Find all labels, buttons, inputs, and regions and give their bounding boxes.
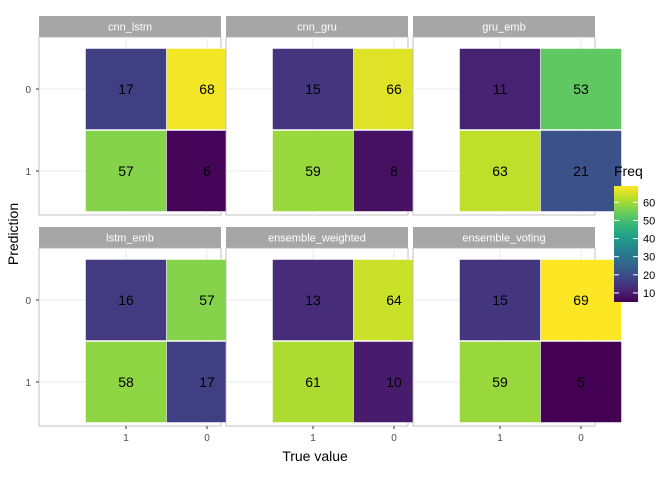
x-tick-label: 0 [204,433,210,444]
heatmap-tile [540,259,622,341]
legend-tick-label: 60 [643,197,655,209]
cell-value-label: 59 [492,374,508,390]
facet-strip [413,16,595,37]
facet-strip-label: cnn_lstm [108,22,152,34]
cell-value-label: 11 [493,81,508,97]
facet-strip [226,227,408,248]
heatmap-tile [85,48,167,130]
y-tick-label: 1 [25,378,31,389]
x-tick-label: 1 [123,433,129,444]
y-axis-title: Prediction [5,203,21,265]
facet-strip [413,227,595,248]
facet-strip-label: ensemble_weighted [268,233,366,245]
cell-value-label: 8 [390,163,398,179]
cell-value-label: 68 [199,81,215,97]
heatmap-tile [272,48,354,130]
cell-value-label: 53 [573,81,589,97]
x-axis-title: True value [282,448,348,464]
x-tick-label: 1 [310,433,316,444]
cell-value-label: 16 [118,292,134,308]
heatmap-tile [272,341,354,423]
facet-strip-label: lstm_emb [106,233,154,245]
facet-panel: cnn_gru 15 66 59 8 [225,16,435,216]
cell-value-label: 63 [492,163,508,179]
y-tick-label: 1 [25,167,31,178]
heatmap-tile [459,259,541,341]
heatmap-tile [85,130,167,212]
cell-value-label: 58 [118,374,134,390]
heatmap-tile [459,341,541,423]
heatmap-tile [540,130,622,212]
facet-panel: ensemble_weighted 13 64 61 10 [225,227,435,427]
legend-tick-label: 30 [643,252,655,264]
cell-value-label: 59 [305,163,321,179]
legend-tick-label: 10 [643,288,655,300]
cell-value-label: 61 [305,374,321,390]
cell-value-label: 66 [386,81,402,97]
facet-strip [39,227,221,248]
facet-panel: ensemble_voting 15 69 59 5 [412,227,622,427]
cell-value-label: 21 [573,163,589,179]
cell-value-label: 15 [492,292,508,308]
heatmap-tile [459,130,541,212]
cell-value-label: 57 [118,163,134,179]
y-tick-label: 0 [25,85,31,96]
facet-strip [226,16,408,37]
facet-panels: cnn_lstm 17 68 57 6 cnn_gru 15 66 59 8 gru_emb 11 53… [38,16,622,427]
heatmap-tile [272,130,354,212]
cell-value-label: 10 [386,374,402,390]
cell-value-label: 69 [573,292,589,308]
legend: Freq 10 20 30 40 50 60 [614,163,655,302]
facet-strip [39,16,221,37]
facet-panel: cnn_lstm 17 68 57 6 [38,16,248,216]
legend-tick-label: 50 [643,215,655,227]
cell-value-label: 17 [199,374,215,390]
cell-value-label: 6 [203,163,211,179]
facet-strip-label: cnn_gru [297,22,337,34]
heatmap-tile [540,48,622,130]
cell-value-label: 15 [305,81,321,97]
cell-value-label: 57 [199,292,215,308]
facet-strip-label: ensemble_voting [462,233,545,245]
cell-value-label: 64 [386,292,402,308]
heatmap-tile [85,341,167,423]
cell-value-label: 5 [577,374,585,390]
heatmap-tile [272,259,354,341]
facet-panel: gru_emb 11 53 63 21 [412,16,622,216]
x-tick-label: 0 [391,433,397,444]
facet-strip-label: gru_emb [482,22,525,34]
cell-value-label: 17 [118,81,134,97]
legend-tick-label: 20 [643,270,655,282]
heatmap-tile [540,341,622,423]
legend-tick-label: 40 [643,234,655,246]
y-tick-label: 0 [25,296,31,307]
legend-title: Freq [614,163,643,179]
x-tick-label: 1 [497,433,503,444]
heatmap-tile [85,259,167,341]
x-tick-label: 0 [578,433,584,444]
legend-colorbar [614,186,638,302]
cell-value-label: 13 [305,292,321,308]
facet-panel: lstm_emb 16 57 58 17 [38,227,248,427]
